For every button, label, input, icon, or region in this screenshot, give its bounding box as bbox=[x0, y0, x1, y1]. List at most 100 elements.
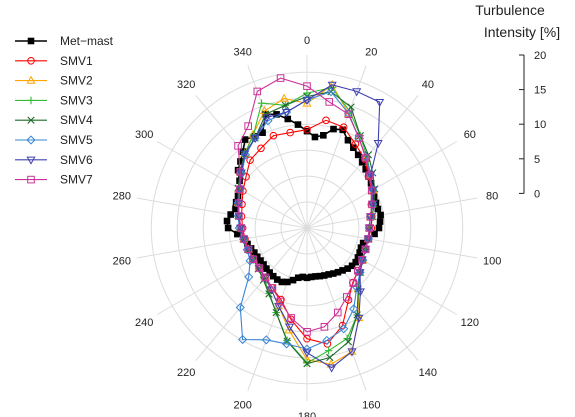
angle-tick-label: 120 bbox=[461, 317, 479, 329]
data-point bbox=[235, 212, 243, 220]
data-point bbox=[375, 98, 385, 108]
grid-spoke bbox=[306, 227, 478, 259]
data-point bbox=[365, 171, 374, 180]
data-point bbox=[327, 364, 337, 373]
data-point bbox=[349, 304, 359, 314]
data-point bbox=[303, 125, 311, 134]
data-point bbox=[322, 335, 332, 346]
data-point bbox=[27, 116, 35, 124]
angular-tick-labels: 0 20 40 60 80 100 120 140 160 180 200 220 240 260 280 3… bbox=[113, 35, 502, 417]
legend-item: SMV2 bbox=[15, 74, 93, 88]
radial-tick-label: 15 bbox=[534, 85, 546, 97]
data-point bbox=[303, 328, 311, 336]
data-point bbox=[234, 142, 242, 150]
data-point bbox=[347, 346, 357, 355]
data-point bbox=[320, 323, 329, 331]
data-point bbox=[269, 272, 277, 280]
data-point bbox=[320, 272, 328, 279]
data-point bbox=[311, 133, 319, 141]
data-point bbox=[274, 301, 284, 310]
data-point bbox=[284, 278, 291, 286]
angle-tick-label: 0 bbox=[304, 35, 310, 47]
data-point bbox=[27, 37, 35, 45]
data-point bbox=[26, 75, 36, 84]
data-point bbox=[366, 213, 375, 221]
grid-spoke bbox=[247, 227, 308, 391]
data-point bbox=[284, 115, 292, 123]
data-point bbox=[322, 116, 330, 125]
data-point bbox=[357, 256, 367, 265]
data-point bbox=[260, 261, 267, 268]
data-point bbox=[320, 132, 327, 139]
legend: Met−mast SMV1 SMV2 SMV3 SMV4 SMV5 SMV6 SMV7 bbox=[15, 34, 114, 187]
data-point bbox=[361, 245, 370, 254]
data-point bbox=[237, 224, 246, 232]
radial-tick-label: 5 bbox=[534, 154, 540, 166]
data-point bbox=[339, 324, 349, 334]
data-point bbox=[354, 254, 362, 261]
data-point bbox=[339, 267, 346, 274]
angle-tick-label: 40 bbox=[422, 79, 434, 91]
legend-label: SMV6 bbox=[60, 153, 93, 167]
data-point bbox=[357, 244, 365, 251]
data-point bbox=[249, 255, 257, 263]
data-point bbox=[261, 335, 271, 345]
data-point bbox=[355, 269, 365, 278]
data-point bbox=[224, 224, 232, 232]
data-point bbox=[358, 256, 366, 264]
data-point bbox=[312, 273, 319, 280]
series-line bbox=[237, 77, 373, 333]
data-point bbox=[257, 257, 264, 264]
data-point bbox=[246, 156, 254, 164]
data-point bbox=[238, 334, 248, 345]
radial-tick-label: 20 bbox=[534, 50, 546, 62]
data-point bbox=[333, 308, 342, 317]
data-point bbox=[273, 276, 281, 283]
data-point bbox=[237, 158, 244, 165]
data-point bbox=[303, 274, 311, 282]
data-point bbox=[294, 274, 302, 282]
angle-tick-label: 320 bbox=[177, 79, 195, 91]
data-point bbox=[368, 200, 376, 209]
angle-tick-label: 240 bbox=[135, 317, 153, 329]
data-point bbox=[251, 249, 258, 256]
data-point bbox=[344, 110, 353, 119]
data-point bbox=[281, 339, 292, 349]
radial-tick-label: 10 bbox=[534, 119, 546, 131]
data-point bbox=[326, 87, 336, 97]
data-point bbox=[307, 273, 315, 281]
data-point bbox=[287, 314, 295, 322]
data-point bbox=[324, 346, 333, 355]
data-point bbox=[355, 134, 363, 142]
data-point bbox=[354, 133, 364, 143]
legend-item: SMV5 bbox=[15, 133, 93, 147]
data-point bbox=[344, 136, 352, 144]
data-point bbox=[373, 139, 383, 149]
angle-tick-label: 280 bbox=[113, 190, 131, 202]
angle-tick-label: 20 bbox=[365, 46, 377, 58]
data-point bbox=[349, 279, 358, 287]
data-point bbox=[302, 98, 312, 107]
data-point bbox=[303, 359, 311, 368]
data-point bbox=[244, 272, 254, 282]
legend-item: SMV4 bbox=[15, 113, 93, 127]
data-point bbox=[236, 185, 244, 194]
grid-spoke bbox=[306, 227, 419, 361]
data-point bbox=[257, 99, 266, 107]
grid-spoke bbox=[247, 65, 308, 229]
data-point bbox=[367, 186, 376, 195]
data-point bbox=[241, 150, 251, 160]
grid-spoke bbox=[195, 227, 308, 361]
data-point bbox=[303, 127, 311, 135]
data-point bbox=[274, 302, 284, 311]
legend-item: SMV3 bbox=[15, 93, 93, 107]
angle-tick-label: 100 bbox=[483, 256, 501, 268]
data-point bbox=[316, 272, 324, 280]
legend-label: SMV1 bbox=[60, 54, 93, 68]
angle-tick-label: 200 bbox=[234, 400, 252, 412]
data-point bbox=[26, 156, 36, 165]
data-point bbox=[232, 205, 239, 213]
data-point bbox=[234, 199, 243, 207]
data-point bbox=[354, 151, 362, 159]
data-point bbox=[244, 245, 253, 254]
